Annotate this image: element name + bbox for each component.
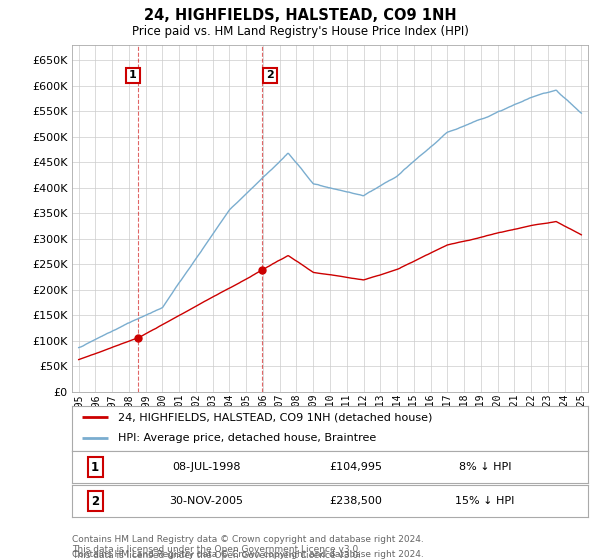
Text: 2: 2: [266, 71, 274, 81]
Text: 24, HIGHFIELDS, HALSTEAD, CO9 1NH (detached house): 24, HIGHFIELDS, HALSTEAD, CO9 1NH (detac…: [118, 412, 433, 422]
Text: 1: 1: [129, 71, 137, 81]
Text: Contains HM Land Registry data © Crown copyright and database right 2024.: Contains HM Land Registry data © Crown c…: [72, 550, 424, 559]
Text: 15% ↓ HPI: 15% ↓ HPI: [455, 496, 514, 506]
Text: This data is licensed under the Open Government Licence v3.0.: This data is licensed under the Open Gov…: [72, 545, 361, 554]
Text: £238,500: £238,500: [329, 496, 382, 506]
Text: 08-JUL-1998: 08-JUL-1998: [172, 462, 241, 472]
Text: Price paid vs. HM Land Registry's House Price Index (HPI): Price paid vs. HM Land Registry's House …: [131, 25, 469, 38]
Text: 2: 2: [91, 494, 99, 508]
Text: 1: 1: [91, 460, 99, 474]
Text: HPI: Average price, detached house, Braintree: HPI: Average price, detached house, Brai…: [118, 433, 377, 444]
Text: This data is licensed under the Open Government Licence v3.0.: This data is licensed under the Open Gov…: [72, 551, 361, 560]
Text: 24, HIGHFIELDS, HALSTEAD, CO9 1NH: 24, HIGHFIELDS, HALSTEAD, CO9 1NH: [143, 8, 457, 24]
Text: 8% ↓ HPI: 8% ↓ HPI: [458, 462, 511, 472]
Text: Contains HM Land Registry data © Crown copyright and database right 2024.: Contains HM Land Registry data © Crown c…: [72, 535, 424, 544]
Text: £104,995: £104,995: [329, 462, 382, 472]
Text: 30-NOV-2005: 30-NOV-2005: [169, 496, 243, 506]
